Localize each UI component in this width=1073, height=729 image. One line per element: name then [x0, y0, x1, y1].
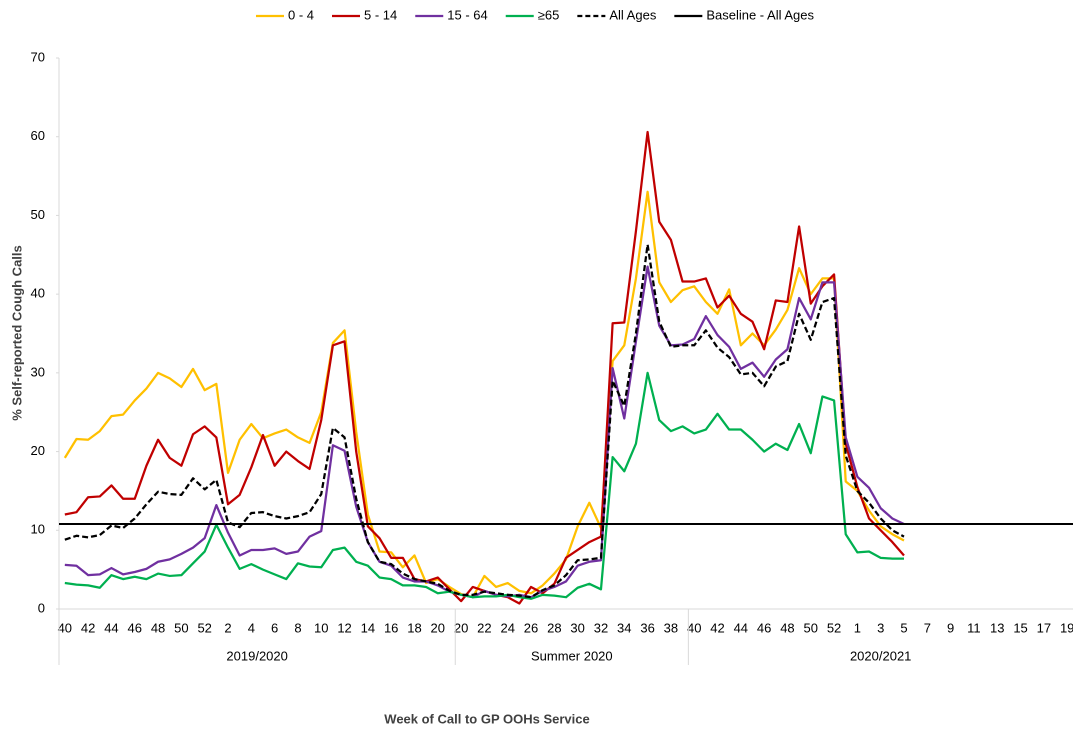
series-line [64, 243, 905, 599]
x-tick-label: 7 [924, 620, 931, 635]
x-tick-label: 42 [710, 620, 724, 635]
legend-label: 15 - 64 [447, 7, 487, 22]
x-tick-label: 46 [128, 620, 142, 635]
x-tick-label: 6 [271, 620, 278, 635]
y-tick-label: 60 [31, 128, 45, 143]
x-tick-label: 4 [248, 620, 255, 635]
x-tick-label: 48 [780, 620, 794, 635]
x-tick-label: 50 [174, 620, 188, 635]
legend-label: ≥65 [538, 7, 560, 22]
x-tick-label: 12 [337, 620, 351, 635]
group-label: Summer 2020 [531, 648, 613, 663]
x-tick-label: 52 [197, 620, 211, 635]
x-tick-label: 5 [900, 620, 907, 635]
series-line [64, 265, 905, 599]
x-tick-label: 36 [640, 620, 654, 635]
x-tick-label: 1 [854, 620, 861, 635]
legend-label: 0 - 4 [288, 7, 314, 22]
y-tick-label: 20 [31, 443, 45, 458]
x-tick-label: 44 [734, 620, 748, 635]
y-tick-label: 10 [31, 522, 45, 537]
series-line [64, 130, 905, 605]
x-tick-label: 20 [431, 620, 445, 635]
x-tick-label: 22 [477, 620, 491, 635]
legend-label: 5 - 14 [364, 7, 397, 22]
x-tick-label: 26 [524, 620, 538, 635]
y-axis-title: % Self-reported Cough Calls [9, 245, 24, 421]
x-tick-label: 50 [804, 620, 818, 635]
group-label: 2020/2021 [850, 648, 911, 663]
x-tick-label: 30 [570, 620, 584, 635]
x-axis-title: Week of Call to GP OOHs Service [384, 711, 589, 726]
x-tick-label: 46 [757, 620, 771, 635]
x-tick-label: 19 [1060, 620, 1073, 635]
x-tick-label: 48 [151, 620, 165, 635]
x-tick-label: 52 [827, 620, 841, 635]
x-tick-label: 42 [81, 620, 95, 635]
y-tick-label: 40 [31, 286, 45, 301]
x-tick-label: 32 [594, 620, 608, 635]
x-tick-label: 2 [224, 620, 231, 635]
x-tick-label: 10 [314, 620, 328, 635]
x-tick-label: 11 [967, 620, 981, 635]
series-line [63, 190, 905, 599]
series-line [64, 371, 904, 600]
x-tick-label: 24 [500, 620, 514, 635]
y-tick-label: 30 [31, 364, 45, 379]
x-tick-label: 9 [947, 620, 954, 635]
y-tick-label: 0 [38, 600, 45, 615]
x-tick-label: 20 [454, 620, 468, 635]
x-tick-label: 16 [384, 620, 398, 635]
x-tick-label: 14 [361, 620, 375, 635]
x-tick-label: 8 [294, 620, 301, 635]
x-tick-label: 15 [1013, 620, 1027, 635]
x-tick-label: 38 [664, 620, 678, 635]
x-tick-label: 13 [990, 620, 1004, 635]
x-tick-label: 40 [58, 620, 72, 635]
x-tick-label: 44 [104, 620, 118, 635]
x-tick-label: 17 [1037, 620, 1051, 635]
legend-label: Baseline - All Ages [706, 7, 814, 22]
y-tick-label: 50 [31, 207, 45, 222]
group-label: 2019/2020 [226, 648, 287, 663]
x-tick-label: 28 [547, 620, 561, 635]
x-tick-label: 40 [687, 620, 701, 635]
y-tick-label: 70 [31, 49, 45, 64]
legend-label: All Ages [609, 7, 656, 22]
x-tick-label: 3 [877, 620, 884, 635]
x-tick-label: 18 [407, 620, 421, 635]
x-tick-label: 34 [617, 620, 631, 635]
